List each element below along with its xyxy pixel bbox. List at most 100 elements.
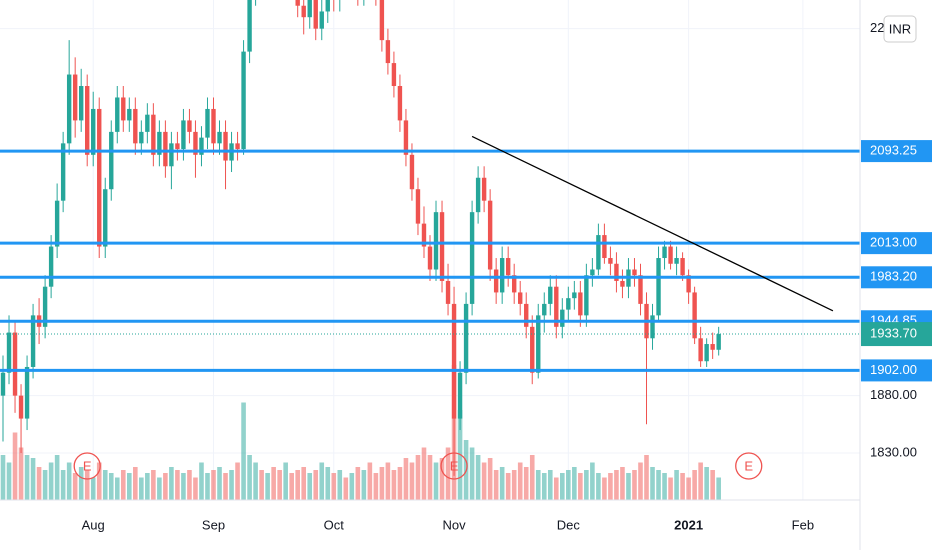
volume-bar [301, 467, 307, 500]
volume-bar [271, 467, 276, 500]
volume-bar [277, 470, 282, 500]
volume-bar [475, 455, 481, 500]
candle-body [662, 246, 667, 259]
candle-body [668, 246, 673, 264]
candle-body [139, 131, 144, 144]
volume-bar [24, 455, 30, 500]
volume-bar [337, 470, 343, 500]
volume-bar [686, 477, 691, 500]
volume-bar [584, 470, 589, 500]
candle-body [397, 86, 403, 121]
candle-body [24, 366, 30, 419]
volume-bar [139, 477, 144, 500]
volume-bar [692, 470, 697, 500]
earnings-marker [73, 452, 101, 480]
x-tick-label: Oct [324, 517, 345, 532]
candle-body [30, 315, 36, 367]
candle-body [686, 275, 691, 293]
candle-body [109, 131, 114, 190]
candle-body [698, 338, 703, 362]
candle-body [307, 0, 312, 18]
candle-body [60, 143, 66, 201]
candle-body [710, 344, 715, 350]
volume-bar [211, 470, 216, 500]
volume-bar [325, 467, 331, 500]
last-price-box [861, 322, 932, 347]
volume-bar [409, 462, 415, 500]
volume-bar [96, 462, 102, 500]
candle-body [415, 189, 421, 224]
candle-body [72, 74, 78, 121]
volume-bar [427, 455, 433, 500]
candle-body [151, 114, 156, 155]
candle-body [445, 280, 451, 304]
trend-line [471, 135, 834, 312]
candle-body [127, 108, 132, 121]
volume-bar [127, 473, 132, 500]
volume-bar [397, 467, 403, 500]
candle-body [12, 332, 18, 396]
volume-bar [698, 462, 703, 500]
volume-bar [331, 473, 337, 500]
level-label-box [861, 232, 932, 255]
volume-bar [199, 462, 204, 500]
volume-bar [18, 447, 24, 500]
candle-body [91, 108, 96, 155]
candle-body [554, 286, 559, 327]
volume-bar [529, 455, 535, 500]
currency-box[interactable] [883, 15, 917, 43]
volume-bar [78, 467, 84, 500]
earnings-label: E [744, 458, 753, 473]
candle-body [163, 131, 168, 167]
volume-bar [433, 462, 439, 500]
volume-bar [620, 467, 625, 500]
volume-bar [259, 470, 264, 500]
candle-body [409, 154, 415, 190]
candle-body [596, 235, 601, 270]
candle-body [223, 131, 228, 161]
candle-body [175, 143, 180, 150]
volume-bar [385, 462, 391, 500]
volume-bar [0, 455, 6, 500]
candle-body [385, 40, 391, 64]
volume-bar [307, 473, 313, 500]
volume-bar [553, 477, 559, 500]
candle-body [433, 212, 439, 270]
candle-body [54, 200, 60, 247]
candle-body [524, 303, 529, 327]
candle-body [560, 309, 565, 327]
y-tick-label: 1880.00 [870, 387, 917, 402]
earnings-label: E [83, 458, 92, 473]
candle-body [620, 280, 625, 287]
candle-body [313, 0, 318, 29]
candle-body [193, 131, 198, 155]
candle-body [235, 143, 240, 150]
volume-bar [102, 470, 108, 500]
level-label: 1983.20 [870, 269, 917, 284]
level-label-box [861, 359, 932, 382]
volume-bar [30, 458, 36, 500]
price-axis: 1830.001880.002200.00AugSepOctNovDec2021… [82, 20, 932, 532]
candle-body [103, 189, 108, 247]
volume-bar [295, 470, 300, 500]
volume-bar [403, 458, 409, 500]
volume-bar [632, 470, 637, 500]
candle-body [542, 303, 547, 316]
volume-bar [133, 467, 138, 500]
candle-body [85, 86, 90, 155]
volume-bar [229, 470, 234, 500]
volume-bar [120, 470, 126, 500]
candle-body [97, 108, 102, 247]
volume-bar [108, 473, 114, 500]
level-label: 2013.00 [870, 235, 917, 250]
volume-bar [283, 462, 288, 500]
volume-bar [578, 473, 583, 500]
volume-bar [487, 458, 493, 500]
candle-body [241, 51, 246, 150]
volume-bar [313, 470, 319, 500]
candle-body [493, 269, 499, 293]
last-price-label: 1933.70 [870, 325, 917, 340]
volume-bar [511, 470, 517, 500]
volume-bar [590, 462, 595, 500]
candle-body [656, 258, 661, 316]
